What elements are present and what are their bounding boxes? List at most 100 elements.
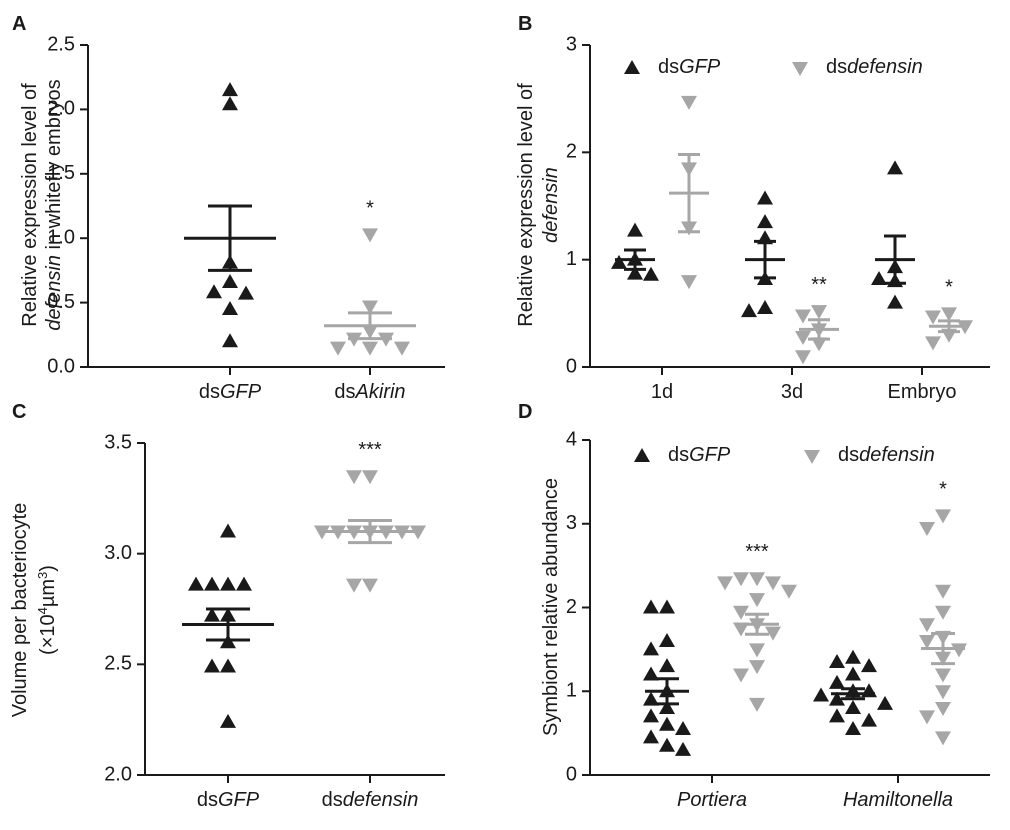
data-point — [362, 470, 378, 485]
error-bar — [808, 318, 830, 341]
text-part: Symbiont relative abundance — [540, 478, 562, 736]
data-point — [222, 96, 238, 111]
data-point — [733, 622, 749, 637]
data-point — [925, 310, 941, 325]
x-tick-label: dsAkirin — [334, 381, 405, 403]
data-point — [811, 305, 827, 320]
text-part: 3d — [781, 381, 803, 403]
text-part: 4 — [35, 607, 50, 614]
y-tick-label: 0 — [566, 763, 577, 785]
data-point — [845, 649, 861, 664]
x-tick-label: dsdefensin — [322, 789, 419, 811]
text-part: ds — [322, 789, 343, 811]
data-point — [659, 716, 675, 731]
error-bar — [348, 311, 392, 341]
data-point — [643, 708, 659, 723]
error-bar — [938, 319, 960, 334]
text-part: GFP — [689, 444, 731, 466]
data-point — [220, 523, 236, 538]
data-point — [643, 666, 659, 681]
data-point — [919, 618, 935, 633]
legend-label: dsdefensin — [838, 444, 935, 466]
panel-label: C — [12, 401, 26, 423]
y-tick-label: 3 — [566, 512, 577, 534]
y-tick-label: 1.5 — [47, 162, 75, 184]
data-point — [238, 285, 254, 300]
data-point — [222, 82, 238, 97]
data-point — [935, 668, 951, 683]
data-point — [330, 341, 346, 356]
legend-marker — [792, 62, 808, 76]
y-axis-label: Volume per bacteriocyte — [9, 503, 31, 718]
data-point — [795, 309, 811, 324]
data-point — [643, 641, 659, 656]
y-axis-label: defensin — [540, 167, 562, 243]
x-tick-label: 3d — [781, 381, 803, 403]
y-tick-label: 2.0 — [104, 763, 132, 785]
panel-label: A — [12, 13, 26, 35]
text-part: defensin — [343, 789, 419, 811]
text-part: Portiera — [677, 789, 747, 811]
data-point — [749, 593, 765, 608]
data-point — [733, 605, 749, 620]
data-point — [643, 266, 659, 281]
data-point — [220, 576, 236, 591]
data-point — [749, 697, 765, 712]
significance: * — [366, 197, 374, 219]
text-part: µm — [37, 579, 59, 607]
data-point — [681, 275, 697, 290]
data-point — [675, 741, 691, 756]
y-tick-label: 3 — [566, 33, 577, 55]
text-part: ds — [838, 444, 859, 466]
x-tick-label: 1d — [651, 381, 673, 403]
error-bar — [624, 248, 646, 271]
data-point — [222, 333, 238, 348]
data-point — [845, 720, 861, 735]
data-point — [362, 228, 378, 243]
x-tick-label: Embryo — [888, 381, 957, 403]
y-tick-label: 1 — [566, 680, 577, 702]
y-axis-label: (×104µm3) — [35, 565, 60, 655]
y-tick-label: 0.5 — [47, 291, 75, 313]
data-point — [627, 265, 643, 280]
x-tick-label: Hamiltonella — [843, 789, 953, 811]
data-point — [935, 605, 951, 620]
data-point — [757, 190, 773, 205]
data-point — [188, 576, 204, 591]
text-part: Akirin — [355, 381, 406, 403]
data-point — [765, 626, 781, 641]
data-point — [935, 702, 951, 716]
legend-label: dsGFP — [658, 56, 721, 78]
data-point — [659, 737, 675, 752]
y-tick-label: 1 — [566, 248, 577, 270]
text-part: ds — [658, 56, 679, 78]
text-part: Volume per bacteriocyte — [9, 503, 31, 718]
error-bar — [884, 234, 906, 285]
data-point — [220, 658, 236, 673]
text-part: in whitefly embryos — [43, 79, 65, 255]
data-point — [887, 160, 903, 175]
data-point — [659, 700, 675, 714]
data-point — [935, 509, 951, 524]
data-point — [627, 222, 643, 237]
data-point — [346, 470, 362, 485]
legend-label: dsGFP — [668, 444, 731, 466]
data-point — [919, 635, 935, 649]
data-point — [919, 710, 935, 725]
x-tick-label: dsGFP — [199, 381, 262, 403]
data-point — [951, 643, 967, 658]
data-point — [813, 687, 829, 702]
significance: *** — [745, 541, 769, 563]
y-tick-label: 2 — [566, 596, 577, 618]
data-point — [733, 668, 749, 683]
data-point — [919, 521, 935, 536]
error-bar — [745, 612, 769, 636]
text-part: 1d — [651, 381, 673, 403]
error-bar — [206, 607, 250, 642]
text-part: defensin — [847, 56, 923, 78]
data-point — [861, 658, 877, 673]
data-point — [941, 307, 957, 322]
error-bar — [348, 518, 392, 545]
legend-marker — [804, 450, 820, 464]
